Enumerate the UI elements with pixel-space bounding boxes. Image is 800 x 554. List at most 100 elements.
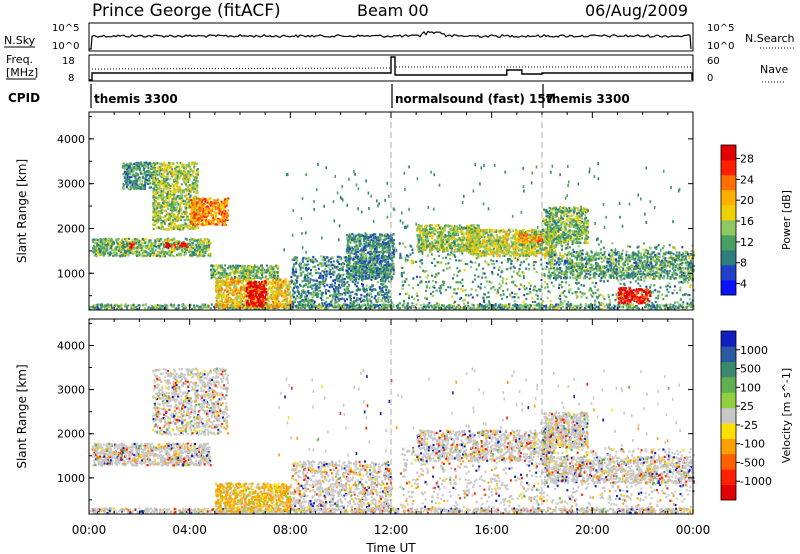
nsearch-label: N.Search: [745, 32, 795, 45]
data-cell: [184, 305, 186, 308]
data-cell: [157, 177, 160, 180]
data-cell: [177, 214, 180, 217]
data-cell: [140, 244, 143, 247]
data-cell: [335, 276, 338, 279]
data-cell: [192, 197, 195, 201]
data-cell: [250, 304, 253, 307]
data-cell: [122, 186, 125, 189]
data-cell: [164, 251, 167, 254]
data-cell: [369, 307, 372, 310]
data-cell: [265, 298, 267, 301]
data-cell: [342, 285, 345, 288]
data-cell: [169, 244, 172, 248]
data-cell: [179, 245, 181, 248]
data-cell: [183, 202, 185, 205]
data-cell: [355, 293, 358, 296]
data-cell: [219, 293, 222, 296]
data-cell: [652, 306, 655, 309]
data-cell: [321, 298, 323, 302]
data-cell: [152, 306, 155, 309]
data-cell: [261, 266, 264, 269]
data-cell: [491, 307, 494, 310]
data-cell: [380, 291, 383, 294]
data-cell: [432, 305, 435, 308]
data-cell: [689, 303, 692, 306]
data-cell: [280, 306, 283, 309]
data-cell: [646, 303, 649, 306]
data-cell: [154, 213, 156, 216]
data-cell: [192, 211, 195, 214]
data-cell: [165, 170, 168, 173]
data-cell: [310, 303, 312, 306]
data-cell: [190, 218, 193, 221]
data-cell: [125, 179, 127, 182]
data-cell: [285, 280, 288, 283]
data-cell: [209, 220, 212, 223]
data-cell: [126, 164, 129, 167]
data-cell: [243, 290, 246, 293]
data-cell: [386, 307, 389, 311]
data-cell: [231, 301, 234, 304]
data-cell: [124, 164, 127, 167]
data-cell: [234, 298, 237, 301]
data-cell: [163, 180, 166, 183]
data-cell: [218, 288, 221, 291]
data-cell: [351, 304, 354, 307]
data-cell: [186, 188, 189, 192]
data-cell: [170, 190, 172, 193]
data-cell: [401, 304, 404, 307]
data-cell: [480, 304, 483, 307]
data-cell: [182, 199, 185, 202]
data-cell: [184, 244, 187, 247]
data-cell: [249, 305, 252, 308]
data-cell: [260, 282, 263, 285]
data-cell: [242, 264, 245, 268]
data-cell: [171, 254, 174, 257]
data-cell: [150, 174, 153, 177]
data-cell: [258, 296, 261, 299]
data-cell: [139, 253, 142, 256]
data-cell: [154, 249, 157, 252]
data-cell: [276, 274, 279, 277]
data-cell: [145, 178, 148, 181]
data-cell: [179, 186, 182, 189]
data-cell: [158, 196, 160, 199]
data-cell: [353, 278, 356, 282]
data-cell: [281, 304, 283, 307]
data-cell: [160, 242, 162, 245]
data-cell: [262, 302, 265, 305]
data-cell: [320, 306, 323, 309]
data-cell: [221, 306, 224, 309]
data-cell: [242, 297, 245, 300]
data-cell: [309, 306, 312, 309]
data-cell: [161, 250, 164, 253]
data-cell: [289, 301, 292, 304]
data-cell: [254, 294, 257, 297]
data-cell: [426, 304, 429, 307]
data-cell: [161, 305, 164, 308]
data-cell: [158, 242, 161, 245]
data-cell: [220, 218, 223, 221]
data-cell: [152, 182, 155, 186]
data-cell: [160, 167, 162, 170]
data-cell: [248, 283, 251, 286]
data-cell: [328, 258, 331, 262]
data-cell: [288, 280, 291, 283]
data-cell: [235, 303, 238, 306]
data-cell: [117, 249, 120, 253]
data-cell: [112, 251, 115, 254]
data-cell: [363, 295, 366, 298]
data-cell: [162, 203, 165, 206]
data-cell: [210, 303, 213, 306]
data-cell: [332, 264, 335, 267]
data-cell: [130, 186, 133, 189]
data-cell: [270, 276, 273, 279]
data-cell: [677, 306, 680, 309]
data-cell: [206, 207, 209, 210]
data-cell: [139, 163, 141, 166]
data-cell: [172, 242, 175, 245]
data-cell: [134, 239, 137, 242]
data-cell: [208, 242, 210, 245]
data-cell: [155, 221, 158, 224]
data-cell: [222, 209, 225, 212]
